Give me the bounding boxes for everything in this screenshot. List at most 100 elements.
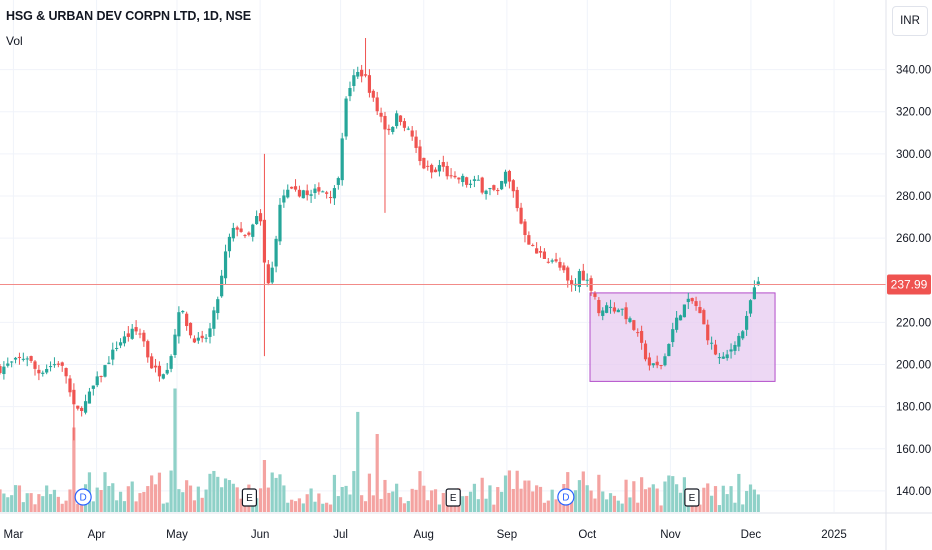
candle-body xyxy=(10,361,14,363)
candle-body xyxy=(441,162,445,167)
volume-bar xyxy=(437,504,442,512)
volume-bar xyxy=(266,487,270,512)
candle xyxy=(445,161,449,180)
dividend-circle xyxy=(74,488,92,506)
currency-button[interactable]: INR xyxy=(892,6,928,36)
volume-bar xyxy=(196,486,200,512)
candle-body xyxy=(725,354,729,359)
candle xyxy=(745,311,749,336)
volume-bar xyxy=(325,502,329,512)
candle-body xyxy=(126,333,130,337)
candle xyxy=(515,186,519,212)
volume-bar xyxy=(430,490,434,512)
x-tick-label: Apr xyxy=(88,529,106,541)
volume-bar xyxy=(220,487,224,512)
candle-body xyxy=(231,227,235,239)
volume-bar xyxy=(223,478,228,512)
volume-bar xyxy=(640,477,644,512)
candle xyxy=(91,385,95,396)
candle-body xyxy=(519,207,523,224)
candle xyxy=(328,190,333,204)
candle-body xyxy=(212,310,216,329)
candle xyxy=(188,322,193,339)
volume-bar xyxy=(17,485,22,512)
candle-body xyxy=(367,75,372,93)
candle xyxy=(301,189,305,199)
candle-body xyxy=(721,356,725,359)
candle xyxy=(671,322,675,348)
y-tick-label: 340.00 xyxy=(896,65,931,77)
volume-bar xyxy=(122,501,127,512)
candle-body xyxy=(433,169,438,173)
candle-body xyxy=(671,329,675,343)
candle-body xyxy=(290,186,294,189)
symbol-title[interactable]: HSG & URBAN DEV CORPN LTD, 1D, NSE xyxy=(6,9,252,23)
volume-bar xyxy=(181,492,185,512)
volume-bar xyxy=(216,476,220,512)
volume-bar xyxy=(379,498,383,512)
candle xyxy=(496,187,500,195)
earnings-marker[interactable]: E xyxy=(241,488,258,507)
candle xyxy=(293,179,298,192)
candle-body xyxy=(476,179,480,181)
candle-body xyxy=(332,188,337,199)
candle-body xyxy=(741,331,745,339)
dividend-marker[interactable]: D xyxy=(74,488,92,506)
candle xyxy=(426,160,430,171)
candle-body xyxy=(422,157,426,169)
candle-body xyxy=(270,267,274,283)
volume-bar xyxy=(651,484,655,512)
candle xyxy=(290,186,294,190)
candle-body xyxy=(698,307,702,314)
volume-bar xyxy=(398,497,403,512)
candle-body xyxy=(414,136,418,148)
candle-body xyxy=(457,177,461,180)
volume-bar xyxy=(667,475,671,512)
candle-body xyxy=(430,164,434,173)
candle xyxy=(313,184,317,199)
candle xyxy=(64,367,68,384)
candle xyxy=(204,334,208,343)
last-price-tag-label: 237.99 xyxy=(891,278,928,292)
candle xyxy=(507,169,512,189)
candle xyxy=(95,371,99,388)
candle-body xyxy=(134,327,138,332)
volume-bar xyxy=(367,473,372,512)
time-axis[interactable] xyxy=(0,513,932,550)
candle-body xyxy=(33,361,37,369)
candle-body xyxy=(2,366,6,375)
candle xyxy=(566,265,570,288)
candle xyxy=(103,364,107,378)
candle xyxy=(721,352,725,359)
candle-body xyxy=(620,308,624,310)
candle xyxy=(651,363,655,368)
candle-body xyxy=(243,235,247,237)
volume-bar xyxy=(717,505,721,512)
earnings-marker[interactable]: E xyxy=(445,488,461,507)
candle-body xyxy=(138,333,142,335)
earnings-marker[interactable]: E xyxy=(684,488,700,507)
candle-body xyxy=(410,130,414,137)
candle-body xyxy=(465,177,469,185)
candle xyxy=(247,231,251,237)
candle xyxy=(492,184,496,192)
candle xyxy=(581,263,585,281)
volume-bar xyxy=(278,474,282,512)
dividend-marker[interactable]: D xyxy=(557,488,575,506)
candle-body xyxy=(702,310,706,325)
candle-body xyxy=(395,113,399,127)
candle-body xyxy=(130,328,134,339)
volume-bar xyxy=(531,491,535,512)
volume-legend-label[interactable]: Vol xyxy=(6,34,23,48)
rectangle-drawing[interactable] xyxy=(589,292,776,382)
candle xyxy=(235,225,239,237)
volume-bar xyxy=(375,434,379,512)
candle xyxy=(13,356,18,364)
earnings-box xyxy=(445,488,461,507)
candle xyxy=(72,383,76,441)
candle-body xyxy=(200,335,204,339)
candle xyxy=(48,361,53,372)
candle xyxy=(620,308,624,316)
candle xyxy=(554,252,558,263)
